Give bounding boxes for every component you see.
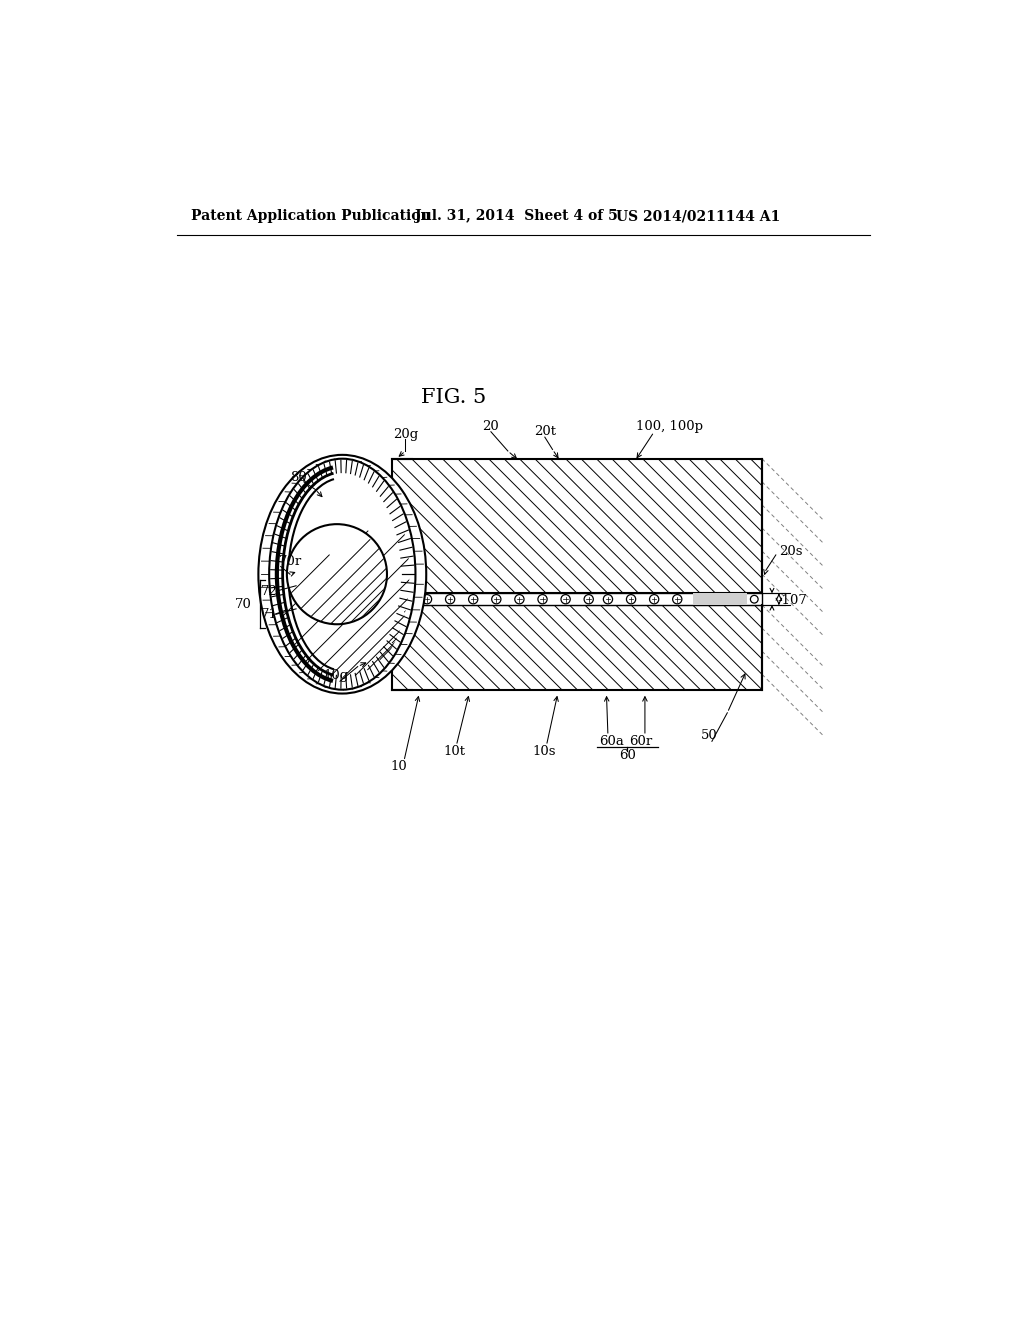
Text: 20: 20 (482, 420, 500, 433)
Text: Jul. 31, 2014  Sheet 4 of 5: Jul. 31, 2014 Sheet 4 of 5 (416, 209, 618, 223)
Circle shape (469, 594, 478, 603)
Text: 50: 50 (701, 730, 718, 742)
Text: Patent Application Publication: Patent Application Publication (190, 209, 430, 223)
Circle shape (492, 594, 501, 603)
Circle shape (561, 594, 570, 603)
Circle shape (603, 594, 612, 603)
Text: 72: 72 (261, 585, 278, 598)
Text: 10g: 10g (324, 669, 349, 682)
Text: 10t: 10t (443, 744, 465, 758)
Circle shape (538, 594, 547, 603)
Text: 20s: 20s (779, 545, 803, 557)
Bar (692, 594, 746, 605)
Text: 70: 70 (236, 598, 252, 611)
Text: 60a: 60a (599, 735, 625, 748)
Text: 60r: 60r (629, 735, 652, 748)
Text: 10: 10 (390, 760, 407, 774)
Circle shape (627, 594, 636, 603)
Circle shape (287, 524, 387, 624)
Circle shape (422, 594, 432, 603)
Text: 60: 60 (618, 748, 636, 762)
Text: 71: 71 (261, 607, 278, 620)
Circle shape (445, 594, 455, 603)
Text: 100, 100p: 100, 100p (636, 420, 703, 433)
Text: 20g: 20g (393, 428, 418, 441)
Text: 80: 80 (290, 471, 307, 484)
Bar (392, 459, 762, 594)
Circle shape (751, 595, 758, 603)
Circle shape (649, 594, 658, 603)
Bar (392, 594, 762, 605)
Ellipse shape (258, 455, 426, 693)
Text: 70r: 70r (279, 556, 302, 569)
Bar (392, 605, 762, 689)
Text: -107: -107 (777, 594, 807, 607)
Text: US 2014/0211144 A1: US 2014/0211144 A1 (615, 209, 780, 223)
Circle shape (673, 594, 682, 603)
Text: FIG. 5: FIG. 5 (421, 388, 486, 407)
Circle shape (515, 594, 524, 603)
Ellipse shape (269, 459, 416, 689)
Circle shape (584, 594, 593, 603)
Circle shape (399, 594, 409, 603)
Text: 20t: 20t (534, 425, 556, 438)
Text: 10s: 10s (532, 744, 556, 758)
